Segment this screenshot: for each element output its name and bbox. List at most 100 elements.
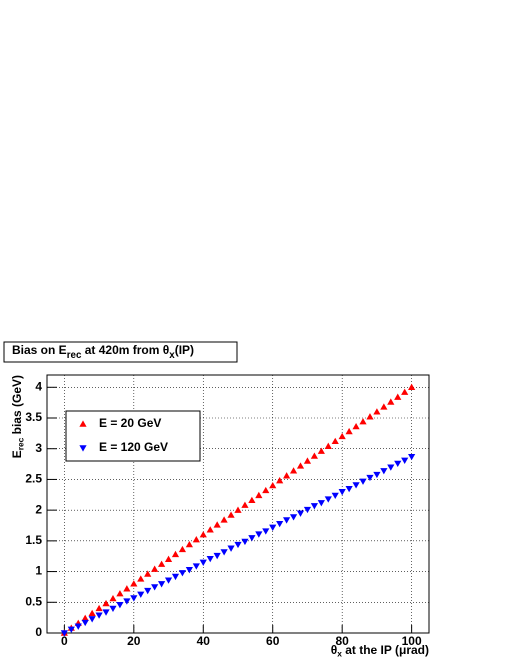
data-point [303, 506, 312, 514]
chart-title: Bias on Erec at 420m from θx(IP) [12, 343, 194, 361]
y-axis-label: Erec bias (GeV) [10, 375, 26, 458]
data-point [289, 467, 298, 474]
data-point [338, 489, 346, 496]
data-point [123, 585, 131, 592]
legend-label: E = 20 GeV [99, 416, 161, 430]
data-point [213, 521, 221, 528]
x-tick-label: 20 [127, 634, 141, 648]
data-point [408, 383, 416, 390]
data-point [276, 520, 284, 528]
data-point [248, 496, 256, 504]
data-point [95, 612, 103, 619]
data-point [296, 462, 305, 469]
y-tick-label: 4 [35, 379, 42, 393]
data-point [359, 478, 367, 485]
data-point [380, 403, 388, 410]
chart-title-subscript: x [169, 350, 175, 361]
data-point [366, 413, 374, 420]
data-point [109, 605, 117, 613]
data-point [324, 496, 332, 503]
chart-title-part: at 420m from θ [81, 343, 169, 357]
y-tick-label: 0 [35, 625, 42, 639]
data-point [144, 570, 152, 577]
data-point [192, 563, 200, 570]
data-point [227, 511, 235, 518]
data-point [74, 623, 82, 630]
data-point [324, 442, 332, 449]
data-point [185, 567, 193, 574]
x-tick-label: 60 [266, 634, 280, 648]
x-tick-label: 80 [336, 634, 350, 648]
data-point [185, 540, 193, 548]
x-axis-label-subscript: x [337, 649, 342, 659]
y-tick-label: 3.5 [25, 410, 42, 424]
x-axis-label-part: at the IP (μrad) [342, 643, 429, 657]
data-point [116, 590, 124, 597]
data-point [151, 565, 159, 572]
data-point [144, 587, 152, 595]
data-point [116, 602, 124, 609]
data-point [283, 472, 291, 479]
data-point [345, 485, 353, 493]
data-point [234, 506, 242, 513]
data-point [262, 486, 270, 494]
chart-title-subscript: rec [67, 350, 82, 361]
data-point [199, 559, 207, 566]
data-point [158, 581, 166, 588]
data-point [310, 452, 318, 459]
data-point [102, 609, 110, 616]
data-point [109, 595, 117, 602]
y-axis-label-subscript: rec [16, 437, 26, 450]
data-point [178, 545, 187, 553]
legend-marker [79, 445, 87, 452]
data-point [338, 432, 346, 440]
x-tick-label: 0 [61, 634, 68, 648]
data-point [60, 630, 68, 637]
data-point [366, 474, 374, 482]
data-point [151, 584, 159, 591]
data-point [164, 577, 173, 584]
y-tick-label: 1 [35, 564, 42, 578]
data-point [296, 510, 305, 517]
data-point [234, 541, 242, 549]
data-point [95, 604, 103, 612]
chart-title-part: (IP) [175, 343, 194, 357]
data-point [130, 580, 138, 587]
data-point [276, 477, 284, 484]
data-point [331, 437, 339, 445]
x-axis-label: θx at the IP (μrad) [331, 643, 429, 659]
legend-label: E = 120 GeV [99, 440, 168, 454]
data-point [269, 524, 277, 531]
data-point [220, 549, 228, 556]
data-point [81, 619, 89, 627]
data-point [206, 526, 214, 533]
data-point [359, 418, 367, 425]
data-point [262, 528, 270, 535]
data-point [67, 626, 75, 633]
data-point [317, 500, 325, 507]
data-point [331, 492, 339, 499]
data-point [241, 501, 249, 508]
data-point [213, 552, 221, 560]
data-point [387, 464, 395, 471]
data-point [408, 454, 416, 461]
y-tick-label: 1.5 [25, 533, 42, 547]
plot-frame [46, 374, 430, 634]
title-box [3, 341, 238, 363]
data-point [137, 591, 145, 598]
legend-box [65, 410, 201, 462]
data-point [387, 398, 395, 405]
data-point [171, 573, 180, 581]
data-point [241, 538, 249, 546]
data-point [164, 555, 173, 562]
data-point [345, 427, 353, 435]
data-point [137, 575, 145, 582]
y-tick-label: 3 [35, 441, 42, 455]
data-point [352, 482, 360, 489]
y-axis-label-part: E [10, 450, 24, 458]
data-point [289, 514, 298, 521]
data-point [394, 460, 402, 468]
